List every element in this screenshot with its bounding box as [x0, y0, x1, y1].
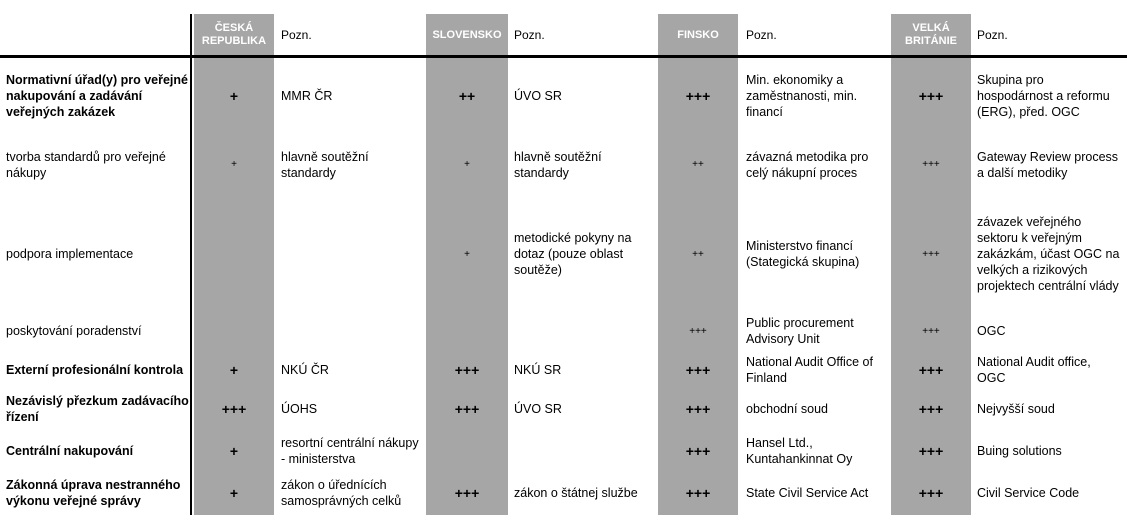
note-cell: Skupina pro hospodárnost a reformu (ERG)… [977, 73, 1110, 119]
column-uk-bg [891, 14, 971, 515]
note-cell: Min. ekonomiky a zaměstnanosti, min. fin… [746, 73, 858, 119]
note-cell: zákon o štátnej službe [514, 486, 638, 500]
note-cell: ÚVO SR [514, 402, 562, 416]
rating-mark: +++ [918, 361, 944, 378]
rating-mark: +++ [918, 485, 944, 501]
note-cell: resortní centrální nákupy - ministerstva [281, 435, 419, 466]
rating-mark [426, 311, 508, 351]
row-label: Externí profesionální kontrola [6, 362, 184, 377]
note-cell: obchodní soud [746, 402, 829, 416]
rating-mark [426, 430, 508, 471]
column-cz-bg [194, 14, 274, 515]
note-cell: NKÚ ČR [281, 362, 329, 377]
row-label: tvorba standardů pro veřejné nákupy [6, 149, 166, 180]
rating-mark: + [229, 88, 239, 104]
note-cell: Ministerstvo financí (Stategická skupina… [746, 239, 860, 269]
note-cell: Nejvyšší soud [977, 402, 1055, 416]
rating-mark: +++ [221, 401, 247, 417]
note-cell: OGC [977, 324, 1006, 338]
header-note-fi: Pozn. [746, 28, 777, 42]
rating-mark: +++ [685, 401, 711, 417]
note-cell: zákon o úřednících samosprávných celků [281, 478, 402, 508]
column-sk-bg [426, 14, 508, 515]
rating-mark: ++ [692, 248, 704, 260]
rating-mark: + [229, 361, 239, 378]
header-note-sk: Pozn. [514, 28, 545, 42]
rating-mark [194, 197, 274, 311]
header-country-sk: SLOVENSKO [432, 28, 502, 41]
row-label: Centrální nakupování [6, 443, 134, 458]
note-cell: hlavně soutěžní standardy [514, 149, 602, 180]
rating-mark: + [229, 442, 239, 459]
header-country-fi: FINSKO [677, 28, 719, 41]
note-cell: závazek veřejného sektoru k veřejným zak… [977, 215, 1120, 293]
rating-mark: +++ [454, 401, 480, 417]
row-label: Nezávislý přezkum zadávacího řízení [6, 394, 189, 424]
header-divider [0, 55, 1127, 58]
rating-mark: +++ [918, 442, 944, 459]
note-cell: National Audit Office of Finland [746, 354, 873, 385]
rating-mark [194, 311, 274, 351]
note-cell: Public procurement Advisory Unit [746, 316, 854, 346]
rating-mark: +++ [918, 88, 944, 104]
rating-mark: + [464, 248, 470, 260]
header-note-cz: Pozn. [281, 28, 312, 42]
note-cell: Civil Service Code [977, 486, 1080, 500]
note-cell: ÚOHS [281, 402, 318, 416]
rating-mark: +++ [922, 248, 940, 260]
row-label: poskytování poradenství [6, 324, 142, 338]
rating-mark: ++ [692, 159, 704, 170]
rating-mark: +++ [685, 485, 711, 501]
header-country-cz: ČESKÁ REPUBLIKA [201, 22, 267, 47]
note-cell: State Civil Service Act [746, 486, 869, 500]
rating-mark: + [464, 159, 470, 170]
note-cell: NKÚ SR [514, 362, 562, 377]
rating-mark: +++ [918, 401, 944, 417]
header-note-uk: Pozn. [977, 28, 1008, 42]
note-cell: National Audit office, OGC [977, 354, 1091, 385]
row-label: Zákonná úprava nestranného výkonu veřejn… [6, 478, 181, 508]
header-country-uk: VELKÁ BRITÁNIE [905, 22, 957, 47]
note-cell: závazná metodika pro celý nákupní proces [746, 149, 869, 180]
rating-mark: +++ [685, 361, 711, 378]
note-cell [281, 197, 421, 311]
row-label: podpora implementace [6, 247, 134, 261]
rating-mark: +++ [454, 361, 480, 378]
row-label: Normativní úřad(y) pro veřejné nakupován… [6, 73, 188, 119]
rating-mark: +++ [685, 88, 711, 104]
note-cell [514, 430, 652, 471]
note-cell: Hansel Ltd., Kuntahankinnat Oy [746, 435, 853, 466]
label-column-divider [190, 14, 192, 515]
note-cell: hlavně soutěžní standardy [281, 149, 369, 180]
rating-mark: + [231, 159, 237, 170]
column-fi-bg [658, 14, 738, 515]
note-cell: Gateway Review process a další metodiky [977, 149, 1119, 180]
note-cell [281, 311, 421, 351]
rating-mark: +++ [922, 159, 940, 170]
note-cell: Buing solutions [977, 443, 1062, 458]
rating-mark: +++ [689, 325, 707, 337]
rating-mark: +++ [922, 325, 940, 337]
rating-mark: +++ [454, 485, 480, 501]
note-cell: metodické pokyny na dotaz (pouze oblast … [514, 231, 632, 277]
rating-mark: ++ [458, 88, 476, 104]
note-cell: ÚVO SR [514, 89, 562, 103]
rating-mark: + [229, 485, 239, 501]
rating-mark: +++ [685, 442, 711, 459]
note-cell [514, 311, 652, 351]
note-cell: MMR ČR [281, 89, 333, 103]
